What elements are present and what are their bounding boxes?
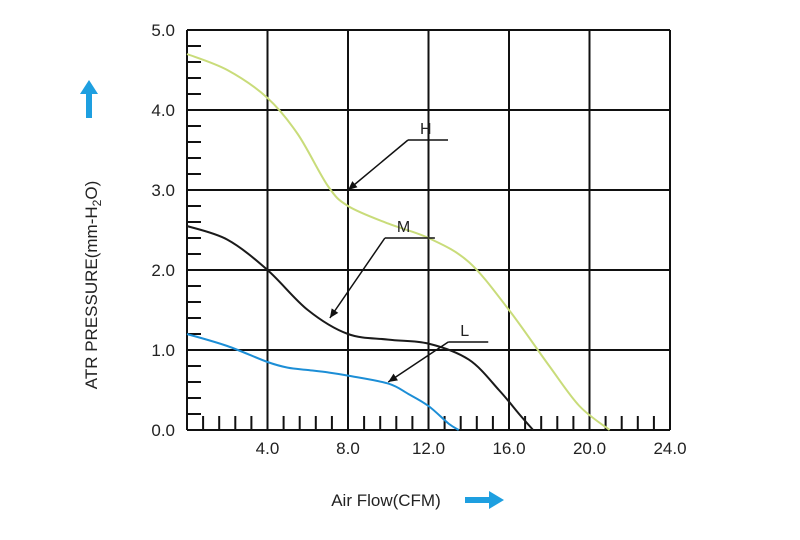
annotation-arrowhead-H (348, 181, 358, 190)
y-tick-label: 0.0 (151, 421, 175, 440)
y-tick-label: 4.0 (151, 101, 175, 120)
series-layer (186, 53, 611, 431)
curve-label-L: L (460, 323, 469, 340)
x-tick-label: 12.0 (412, 439, 445, 458)
x-axis-right-arrow-icon (465, 491, 504, 509)
annotation-pointer-L (387, 341, 449, 383)
series-line-H (186, 53, 611, 431)
curve-label-H: H (420, 121, 432, 138)
x-tick-label: 4.0 (256, 439, 280, 458)
annotations: H M L (329, 121, 489, 383)
annotation-arrowhead-M (329, 308, 339, 318)
x-tick-label: 20.0 (573, 439, 606, 458)
grid (186, 29, 671, 431)
series-line-L (186, 333, 460, 431)
annotation-arrowhead-L (388, 373, 398, 382)
y-axis-up-arrow-icon (80, 80, 98, 118)
x-tick-label: 24.0 (653, 439, 686, 458)
y-tick-label: 5.0 (151, 21, 175, 40)
y-tick-label: 1.0 (151, 341, 175, 360)
y-tick-label: 3.0 (151, 181, 175, 200)
y-axis-title: ATR PRESSURE(mm-H2O) (82, 181, 104, 390)
x-axis-title: Air Flow(CFM) (331, 491, 441, 510)
curve-label-M: M (397, 219, 410, 236)
series-line-M (186, 225, 534, 431)
x-tick-label: 16.0 (492, 439, 525, 458)
minor-ticks (186, 29, 671, 431)
tick-labels: 0.0 1.0 2.0 3.0 4.0 5.0 4.0 8.0 12.0 16.0 20.0 24.0 (151, 21, 686, 458)
annotation-pointer-M (329, 237, 386, 319)
y-tick-label: 2.0 (151, 261, 175, 280)
annotation-pointer-H (347, 139, 409, 191)
x-tick-label: 8.0 (336, 439, 360, 458)
